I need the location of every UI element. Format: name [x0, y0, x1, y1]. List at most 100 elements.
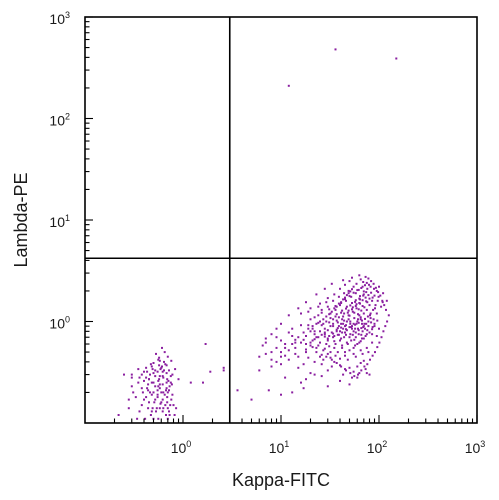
- data-point: [317, 344, 320, 347]
- data-point: [344, 331, 346, 334]
- data-point: [143, 370, 145, 373]
- data-point: [374, 307, 376, 310]
- data-point: [313, 316, 316, 319]
- data-point: [342, 373, 345, 376]
- data-point: [140, 404, 143, 407]
- data-point: [280, 339, 282, 342]
- data-point: [334, 305, 337, 307]
- data-point: [335, 330, 338, 333]
- data-point: [319, 330, 321, 333]
- data-point: [291, 327, 294, 330]
- data-point: [169, 375, 172, 378]
- data-point: [342, 327, 345, 330]
- data-point: [371, 326, 374, 329]
- data-point: [134, 396, 137, 399]
- data-point: [167, 379, 170, 382]
- data-point: [357, 313, 359, 316]
- data-point: [320, 311, 323, 314]
- data-point: [357, 308, 360, 311]
- data-point: [356, 343, 359, 345]
- data-point: [170, 383, 173, 386]
- data-point: [287, 349, 290, 352]
- data-point: [270, 358, 273, 361]
- data-point: [320, 308, 323, 311]
- data-point: [377, 291, 380, 294]
- data-point: [149, 363, 152, 366]
- data-point: [173, 414, 176, 416]
- data-point: [378, 285, 380, 288]
- data-point: [163, 369, 165, 372]
- data-point: [376, 346, 379, 349]
- data-point: [165, 364, 168, 367]
- data-point: [284, 354, 287, 357]
- data-point: [381, 301, 384, 304]
- data-point: [365, 308, 368, 311]
- data-point: [359, 362, 362, 364]
- data-point: [350, 295, 353, 298]
- data-point: [258, 355, 261, 358]
- data-point: [359, 340, 362, 343]
- data-point: [353, 375, 356, 378]
- x-tick-labels: 100 101 102 103: [171, 439, 486, 456]
- data-point: [138, 410, 141, 413]
- data-point: [236, 389, 239, 392]
- data-point: [340, 365, 343, 368]
- data-point: [127, 398, 130, 401]
- data-point: [368, 373, 371, 376]
- data-point: [341, 318, 344, 321]
- data-point: [369, 312, 372, 315]
- data-point: [168, 369, 170, 372]
- data-point: [365, 300, 368, 303]
- data-point: [326, 305, 329, 308]
- data-point: [165, 387, 168, 390]
- data-point: [320, 375, 323, 378]
- data-point: [332, 322, 335, 325]
- data-point: [351, 276, 353, 279]
- data-point: [330, 331, 333, 334]
- data-point: [335, 319, 338, 322]
- data-point: [305, 348, 307, 351]
- data-point: [364, 335, 367, 337]
- data-point: [372, 308, 375, 311]
- data-point: [140, 373, 143, 376]
- data-point: [333, 307, 336, 310]
- data-point: [280, 351, 282, 354]
- data-point: [357, 329, 360, 332]
- data-point: [146, 387, 149, 390]
- data-point: [264, 337, 267, 340]
- data-point: [351, 376, 353, 379]
- data-point: [294, 338, 297, 341]
- data-point: [355, 282, 358, 285]
- data-point: [315, 346, 318, 349]
- data-point: [294, 346, 297, 349]
- data-point: [147, 389, 150, 392]
- data-point: [328, 321, 331, 324]
- data-point: [330, 282, 333, 285]
- data-point: [333, 293, 336, 296]
- data-point: [328, 313, 331, 316]
- data-point: [385, 308, 387, 311]
- data-point: [351, 302, 353, 304]
- data-point: [332, 318, 335, 321]
- data-point: [343, 319, 346, 322]
- data-point: [343, 292, 346, 295]
- data-point: [325, 355, 328, 358]
- data-point: [362, 337, 365, 340]
- data-point: [160, 401, 163, 404]
- data-point: [170, 398, 173, 401]
- data-point: [329, 312, 332, 315]
- data-point: [374, 351, 376, 354]
- data-point: [320, 333, 323, 336]
- data-point: [209, 370, 212, 373]
- data-point: [354, 323, 357, 326]
- data-point: [354, 305, 357, 307]
- data-point: [344, 283, 346, 286]
- data-point: [348, 295, 351, 298]
- data-point: [328, 335, 331, 337]
- data-point: [340, 301, 343, 304]
- data-point: [161, 375, 164, 378]
- data-point: [375, 289, 378, 292]
- x-tick-label: 100: [171, 439, 192, 456]
- data-point: [344, 298, 346, 301]
- data-point: [386, 320, 389, 323]
